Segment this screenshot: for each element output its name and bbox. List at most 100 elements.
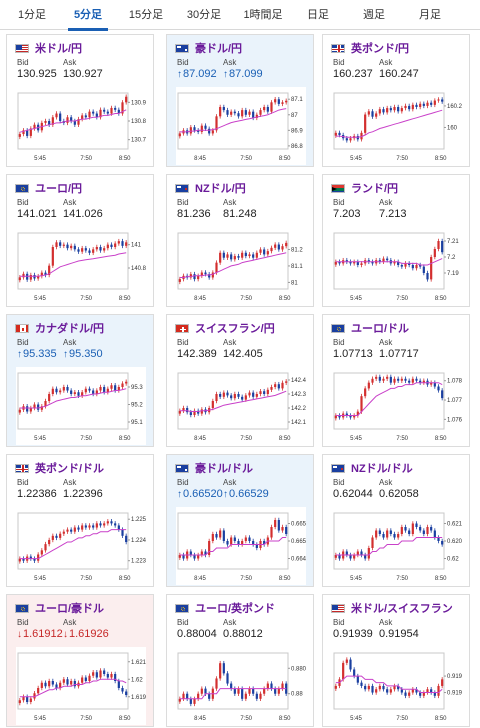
tab-3[interactable]: 30分足 [186,9,222,21]
candle-body [189,412,192,415]
price-chart[interactable]: 0.9195 0.919 5:45 7:50 8:50 [332,647,462,725]
candle-body [55,684,58,688]
tab-1[interactable]: 5分足 [62,0,114,31]
candle-body [419,692,422,696]
tab-4[interactable]: 1時間足 [243,9,283,21]
rate-card[interactable]: 英ポンド/ドル Bid Ask 1.22386 1.22396 1.225 1.224 1.2… [6,454,154,587]
rate-card[interactable]: カナダドル/円 Bid Ask ↑95.335 ↑95.350 95.3 95.2 95.1 5… [6,314,154,447]
rate-card[interactable]: ユーロ/ドル Bid Ask 1.07713 1.07717 1.078 1.077 1.07… [322,314,470,447]
pair-name[interactable]: 豪ドル/円 [195,43,243,55]
rate-card[interactable]: NZドル/ドルBidAsk0.620440.620580.6210.62050.… [322,454,470,587]
pair-name[interactable]: ランド/円 [351,183,399,195]
candle-body [248,111,251,115]
price-chart[interactable]: 142.4 142.3 142.2 142.1 8:45 7:50 8:50 [176,367,306,445]
pair-name[interactable]: 米ドル/スイスフラン [351,603,453,615]
pair-name[interactable]: 英ポンド/ドル [35,463,105,475]
candle-body [22,273,25,278]
pair-name[interactable]: ユーロ/円 [35,183,83,195]
rate-card[interactable]: ユーロ/英ポンド Bid Ask 0.88004 0.88012 0.8805 0.88 8:… [166,594,314,727]
ask-price: 0.66529 [229,488,269,500]
candle-body [241,396,244,400]
ask-value: 0.62058 [379,488,419,500]
y-tick-label: 130.9 [131,100,146,106]
price-chart[interactable]: 130.9 130.8 130.7 5:45 7:50 8:50 [16,87,146,165]
price-chart[interactable]: 1.078 1.077 1.076 5:45 7:50 8:50 [332,367,462,445]
card-title: 米ドル/円 [15,41,82,55]
candle-body [66,117,69,123]
rate-card[interactable]: スイスフラン/円 Bid Ask 142.389 142.405 142.4 142.3 14… [166,314,314,447]
price-chart[interactable]: 1.225 1.224 1.223 5:45 7:50 8:50 [16,507,146,585]
candle-body [266,683,269,689]
y-tick-label: 130.8 [131,119,146,125]
pair-name[interactable]: ユーロ/ドル [351,323,410,335]
rate-card[interactable]: NZドル/円 Bid Ask 81.236 81.248 81.2 81.1 81 8:45 7:… [166,174,314,307]
candle-body [204,688,207,694]
candle-body [18,700,21,704]
price-chart[interactable]: 141 140.8 5:45 7:50 8:50 [16,227,146,305]
pair-name[interactable]: カナダドル/円 [35,323,105,335]
rate-card[interactable]: 豪ドル/ドルBidAsk↑0.66520↑0.665290.66550.6650… [166,454,314,587]
rate-card[interactable]: 米ドル/円 Bid Ask 130.925 130.927 130.9 130.8 130.7… [6,34,154,167]
candle-body [178,133,181,137]
rate-card[interactable]: 豪ドル/円 Bid Ask ↑87.092 ↑87.099 87.1 87 86.9 86.8 8… [166,34,314,167]
candle-body [121,383,124,387]
candle-body [106,674,109,678]
price-chart[interactable]: 87.1 87 86.9 86.8 8:45 7:50 8:50 [176,87,306,165]
moving-average-line [179,537,287,556]
x-tick-label: 7:50 [80,576,92,582]
flag-icon [175,603,189,613]
candle-body [277,99,280,104]
rate-card[interactable]: ユーロ/豪ドル Bid Ask ↓1.61912 ↓1.61926 1.621 1.62 1.… [6,594,154,727]
candle-body [117,681,120,688]
x-tick-label: 7:50 [240,156,252,162]
candle-body [95,390,98,394]
price-chart[interactable]: 81.2 81.1 81 8:45 7:50 8:50 [176,227,306,305]
tab-7[interactable]: 月足 [419,9,441,21]
pair-name[interactable]: 米ドル/円 [35,43,83,55]
tab-5[interactable]: 日足 [307,9,329,21]
pair-name[interactable]: ユーロ/豪ドル [35,603,105,615]
pair-name[interactable]: NZドル/円 [195,183,246,195]
rate-card[interactable]: 英ポンド/円 Bid Ask 160.237 160.247 160.2 160 5:45 7:… [322,34,470,167]
candle-body [66,679,69,685]
candle-body [233,111,236,114]
price-chart[interactable]: 0.621 0.6205 0.62 5:45 7:50 8:50 [332,507,462,585]
pair-name[interactable]: スイスフラン/円 [195,323,275,335]
candle-body [103,387,106,393]
candle-body [404,378,407,381]
price-chart[interactable]: 160.2 160 5:45 7:50 8:50 [332,87,462,165]
candle-body [33,404,36,408]
candle-body [230,537,233,545]
price-chart[interactable]: 95.3 95.2 95.1 5:45 7:50 8:50 [16,367,146,445]
tab-2[interactable]: 15分足 [128,9,164,21]
y-tick-label: 1.225 [131,517,146,523]
candle-body [281,683,284,689]
price-chart[interactable]: 1.621 1.62 1.619 5:45 7:50 8:50 [16,647,146,725]
candle-body [204,272,207,275]
ask-label: Ask [63,58,77,67]
pair-name[interactable]: NZドル/ドル [351,463,413,475]
price-chart[interactable]: 7.21 7.2 7.19 5:45 7:50 8:50 [332,227,462,305]
pair-name[interactable]: 英ポンド/円 [351,43,410,55]
candle-body [263,391,266,394]
rate-card[interactable]: ユーロ/円 Bid Ask 141.021 141.026 141 140.8 5:45 7:5… [6,174,154,307]
candle-body [285,242,288,247]
arrow-up-icon: ↑ [177,69,182,80]
rate-card[interactable]: ランド/円 Bid Ask 7.203 7.213 7.21 7.2 7.19 5:45 7:50… [322,174,470,307]
price-chart[interactable]: 0.6655 0.665 0.6645 8:45 7:50 8:50 [176,507,306,585]
tab-6[interactable]: 週足 [363,9,385,21]
candle-body [408,263,411,265]
candle-body [338,555,341,559]
candlestick-chart: 1.621 1.62 1.619 5:45 7:50 8:50 [17,652,146,722]
candle-body [277,384,280,389]
rate-card[interactable]: 米ドル/スイスフランBidAsk0.919390.919540.91950.91… [322,594,470,727]
candle-body [26,273,29,280]
pair-name[interactable]: ユーロ/英ポンド [195,603,276,615]
candle-body [285,527,288,534]
candle-body [70,529,73,532]
candle-body [364,555,367,559]
price-chart[interactable]: 0.8805 0.88 8:45 7:50 8:50 [176,647,306,725]
x-tick-label: 8:45 [194,576,206,582]
pair-name[interactable]: 豪ドル/ドル [195,463,254,475]
tab-0[interactable]: 1分足 [17,9,47,21]
